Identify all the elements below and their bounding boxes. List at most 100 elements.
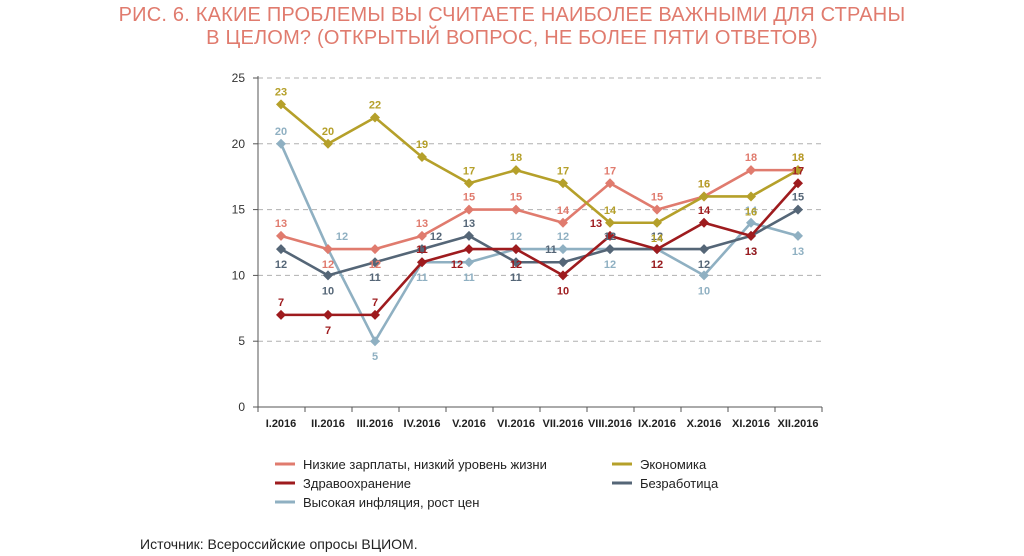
data-label-inflation: 13 <box>792 246 804 258</box>
data-label-unemployment: 13 <box>745 246 757 258</box>
series-line-inflation <box>279 143 799 343</box>
legend-label-economy: Экономика <box>640 457 707 472</box>
point-economy <box>511 165 521 176</box>
x-tick-label: II.2016 <box>311 418 345 430</box>
data-label-healthcare: 14 <box>698 205 711 217</box>
y-tick-label: 20 <box>232 137 246 151</box>
title-line-1: РИС. 6. КАКИЕ ПРОБЛЕМЫ ВЫ СЧИТАЕТЕ НАИБО… <box>118 4 906 26</box>
data-label-low_wages: 18 <box>745 152 757 164</box>
data-label-economy: 18 <box>510 152 522 164</box>
data-label-economy: 22 <box>369 99 381 111</box>
legend-label-inflation: Высокая инфляция, рост цен <box>303 495 479 510</box>
point-healthcare <box>370 309 380 320</box>
data-label-economy: 16 <box>698 178 710 190</box>
point-healthcare <box>558 270 568 281</box>
point-healthcare <box>746 230 756 241</box>
data-label-inflation: 12 <box>651 259 663 271</box>
x-tick-label: XII.2016 <box>778 418 819 430</box>
series-line-healthcare <box>281 182 799 317</box>
data-label-inflation: 20 <box>275 126 287 138</box>
x-tick-label: XI.2016 <box>732 418 770 430</box>
y-tick-label: 0 <box>238 400 245 414</box>
y-tick-label: 25 <box>232 71 246 85</box>
data-label-low_wages: 14 <box>557 205 570 217</box>
data-label-low_wages: 15 <box>651 192 663 204</box>
point-low_wages <box>464 204 474 215</box>
data-label-economy: 18 <box>792 152 804 164</box>
legend-label-low_wages: Низкие зарплаты, низкий уровень жизни <box>303 457 547 472</box>
point-economy <box>699 191 709 202</box>
data-label-unemployment: 13 <box>463 218 475 230</box>
data-label-low_wages: 15 <box>510 192 522 204</box>
data-label-economy: 19 <box>416 139 428 151</box>
data-label-inflation: 11 <box>416 272 428 284</box>
data-label-low_wages: 12 <box>369 259 381 271</box>
chart-title: РИС. 6. КАКИЕ ПРОБЛЕМЫ ВЫ СЧИТАЕТЕ НАИБО… <box>0 4 1024 50</box>
data-label-inflation: 12 <box>510 231 522 243</box>
point-economy <box>323 138 333 149</box>
point-economy <box>558 178 568 189</box>
data-label-inflation: 12 <box>557 231 569 243</box>
point-economy <box>464 178 474 189</box>
point-inflation <box>558 244 568 255</box>
point-low_wages <box>276 230 286 241</box>
point-economy <box>370 112 380 123</box>
data-label-healthcare: 12 <box>510 259 522 271</box>
point-low_wages <box>323 244 333 255</box>
data-label-inflation: 10 <box>698 285 710 297</box>
source-note: Источник: Всероссийские опросы ВЦИОМ. <box>140 536 418 552</box>
data-label-low_wages: 13 <box>275 218 287 230</box>
point-healthcare <box>652 244 662 255</box>
data-label-low_wages: 16 <box>698 178 710 190</box>
data-label-healthcare: 7 <box>372 297 378 309</box>
data-label-healthcare: 17 <box>792 165 804 177</box>
point-healthcare <box>323 309 333 320</box>
y-tick-label: 10 <box>232 268 246 282</box>
data-label-low_wages: 15 <box>463 192 475 204</box>
series-line-low_wages <box>280 168 798 251</box>
point-inflation <box>699 270 709 281</box>
point-low_wages <box>370 244 380 255</box>
data-label-healthcare: 7 <box>325 325 331 337</box>
point-low_wages <box>417 230 427 241</box>
point-inflation <box>793 230 803 241</box>
data-label-unemployment: 11 <box>510 272 522 284</box>
data-label-inflation: 12 <box>336 231 348 243</box>
point-economy <box>793 165 803 176</box>
data-label-low_wages: 17 <box>604 165 616 177</box>
point-economy <box>746 191 756 202</box>
x-tick-label: I.2016 <box>266 418 297 430</box>
y-tick-label: 5 <box>238 334 245 348</box>
data-label-healthcare: 11 <box>416 244 428 256</box>
x-tick-label: III.2016 <box>357 418 394 430</box>
data-label-healthcare: 7 <box>278 297 284 309</box>
x-tick-label: VIII.2016 <box>588 418 632 430</box>
point-unemployment <box>605 244 615 255</box>
x-tick-label: VI.2016 <box>497 418 535 430</box>
point-economy <box>276 99 286 110</box>
data-label-low_wages: 13 <box>416 218 428 230</box>
point-low_wages <box>605 178 615 189</box>
data-label-unemployment: 11 <box>369 272 381 284</box>
data-label-economy: 20 <box>322 126 334 138</box>
data-label-unemployment: 11 <box>545 244 557 256</box>
data-label-low_wages: 18 <box>792 152 804 164</box>
point-healthcare <box>605 230 615 241</box>
x-tick-label: X.2016 <box>687 418 722 430</box>
point-unemployment <box>464 230 474 241</box>
point-inflation <box>370 336 380 347</box>
point-low_wages <box>558 217 568 228</box>
point-healthcare <box>417 257 427 268</box>
data-label-unemployment: 12 <box>651 231 663 243</box>
legend-label-unemployment: Безработица <box>640 476 719 491</box>
point-healthcare <box>276 309 286 320</box>
data-label-unemployment: 12 <box>604 231 616 243</box>
point-healthcare <box>464 244 474 255</box>
point-unemployment <box>511 257 521 268</box>
point-inflation <box>746 217 756 228</box>
y-tick-label: 15 <box>232 203 246 217</box>
x-tick-label: V.2016 <box>452 418 486 430</box>
data-label-inflation: 11 <box>463 272 475 284</box>
data-label-healthcare: 13 <box>590 218 602 230</box>
